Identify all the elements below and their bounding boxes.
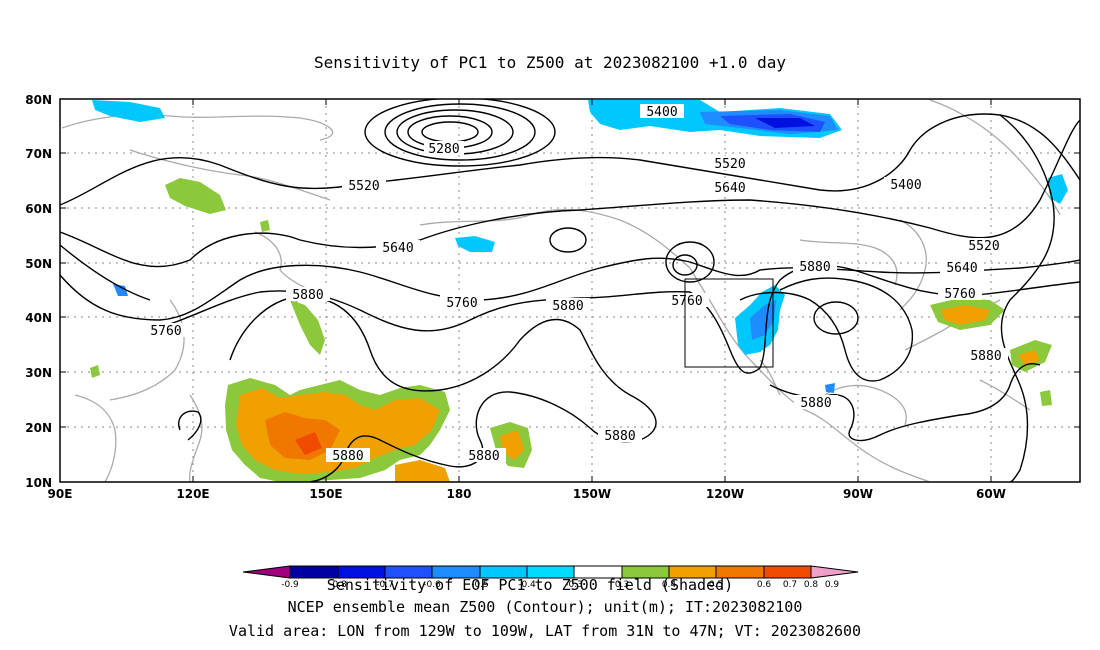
contour-label: 5760 <box>944 287 975 302</box>
colorbar-label: 0.4 <box>662 580 677 590</box>
contour-label: 5880 <box>332 449 363 464</box>
colorbar-label: 0.6 <box>757 580 772 590</box>
contour-label: 5400 <box>646 105 677 120</box>
contour-label: 5880 <box>970 349 1001 364</box>
contour-labels: 5280 5400 5400 5520 5520 5520 5640 5640 … <box>144 104 1008 464</box>
contour-label: 5760 <box>671 294 702 309</box>
contour-label: 5640 <box>714 181 745 196</box>
colorbar-label: 0.9 <box>825 580 840 590</box>
x-tick-label: 120E <box>176 487 209 501</box>
contour-label: 5640 <box>946 261 977 276</box>
colorbar-label: -0.6 <box>423 580 441 590</box>
footer-line-2: NCEP ensemble mean Z500 (Contour); unit(… <box>288 598 803 616</box>
contour-label: 5400 <box>890 178 921 193</box>
colorbar-label: -0.7 <box>376 580 394 590</box>
colorbar-label: 0.7 <box>783 580 797 590</box>
graticule <box>60 99 1080 482</box>
x-tick-label: 60W <box>976 487 1006 501</box>
x-tick-label: 120W <box>706 487 744 501</box>
y-tick-label: 10N <box>25 476 52 490</box>
y-tick-label: 30N <box>25 366 52 380</box>
plot-area: 5280 5400 5400 5520 5520 5520 5640 5640 … <box>60 99 1080 482</box>
footer-line-3: Valid area: LON from 129W to 109W, LAT f… <box>229 622 861 640</box>
y-tick-label: 20N <box>25 421 52 435</box>
x-axis: 90E 120E 150E 180 150W 120W 90W 60W <box>48 99 1006 501</box>
colorbar-min-arrow <box>242 565 291 579</box>
contour-label: 5520 <box>714 157 745 172</box>
colorbar-label: -0.8 <box>329 580 347 590</box>
colorbar-label: 0.8 <box>804 580 819 590</box>
y-tick-label: 70N <box>25 147 52 161</box>
contour-label: 5880 <box>552 299 583 314</box>
colorbar-label: -0.4 <box>518 580 536 590</box>
colorbar-label: -0.9 <box>281 580 299 590</box>
y-tick-label: 80N <box>25 93 52 107</box>
plot-frame <box>59 98 1081 483</box>
contour-label: 5520 <box>968 239 999 254</box>
contour-label: 5880 <box>468 449 499 464</box>
y-tick-label: 50N <box>25 257 52 271</box>
footer-line-1: Sensitivity of EOF PC1 to Z500 field (Sh… <box>327 576 733 594</box>
contour-label: 5640 <box>382 241 413 256</box>
contour-label: 5880 <box>799 260 830 275</box>
colorbar-max-arrow <box>810 565 859 579</box>
y-axis: 80N 70N 60N 50N 40N 30N 20N 10N <box>25 93 1080 490</box>
figure-title: Sensitivity of PC1 to Z500 at 2023082100… <box>314 53 786 72</box>
contour-label: 5760 <box>150 324 181 339</box>
x-tick-label: 90W <box>843 487 873 501</box>
contour-label: 5280 <box>428 142 459 157</box>
x-tick-label: 90E <box>48 487 73 501</box>
contour-label: 5880 <box>292 288 323 303</box>
valid-area-box <box>684 278 774 368</box>
contour-label: 5880 <box>604 429 635 444</box>
x-tick-label: 150W <box>573 487 611 501</box>
colorbar-label: 0.5 <box>709 580 723 590</box>
colorbar-swatch <box>763 565 812 579</box>
y-tick-label: 40N <box>25 311 52 325</box>
colorbar: -0.9 -0.8 -0.7 -0.6 -0.5 -0.4 -0.3 0.3 0… <box>242 565 859 590</box>
contour-label: 5520 <box>348 179 379 194</box>
y-tick-label: 60N <box>25 202 52 216</box>
contour-label: 5880 <box>800 396 831 411</box>
contours <box>60 99 1080 482</box>
contour-label: 5760 <box>446 296 477 311</box>
colorbar-label: 0.3 <box>615 580 629 590</box>
colorbar-label: -0.3 <box>565 580 583 590</box>
x-tick-label: 180 <box>446 487 471 501</box>
colorbar-label: -0.5 <box>471 580 489 590</box>
x-tick-label: 150E <box>309 487 342 501</box>
